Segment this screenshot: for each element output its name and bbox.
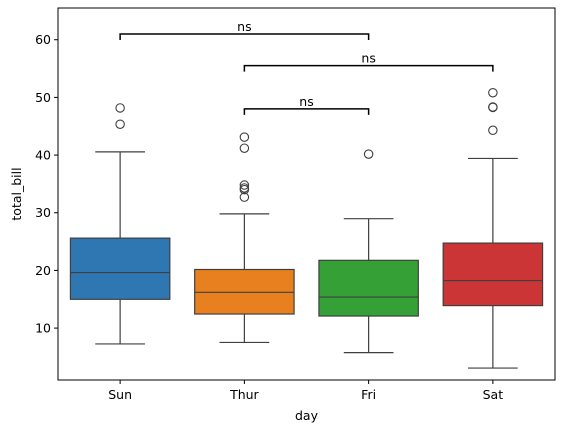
y-axis-label: total_bill [9,167,24,220]
x-axis-label: day [295,408,319,423]
box-sun [69,237,171,300]
x-tick-label: Thur [229,387,259,402]
outlier-point-fri [363,149,374,159]
y-tick-label: 50 [35,90,51,105]
y-tick-label: 10 [35,321,51,336]
x-tick-label: Sun [108,387,132,402]
plot-marks: ns ns ns [69,19,544,369]
significance-label-2: ns [361,51,375,66]
outlier-point-sat [488,87,498,98]
box-sat [442,242,544,307]
x-tick-label: Sat [483,387,504,402]
plot-frame [57,7,556,381]
significance-bracket-3 [243,108,370,115]
box-group-fri [318,149,419,354]
box-group-sat [442,87,544,369]
outlier-point-thur [239,132,250,142]
x-tick-label: Fri [361,387,376,402]
outlier-point-thur [239,192,250,202]
axes: 10 20 30 40 50 60 Sun Thur Fri Sat [35,32,503,402]
outlier-point-thur [239,183,250,193]
outlier-point-sat [488,125,498,136]
significance-label-1: ns [237,19,251,34]
outlier-point-sat [488,102,498,112]
box-group-sun [69,103,171,345]
outlier-point-sun [115,119,125,129]
outlier-point-thur [239,180,250,190]
box-group-thur [194,132,295,344]
significance-bracket-2 [243,64,494,72]
y-tick-label: 60 [35,32,51,47]
significance-bracket-1 [119,33,370,40]
y-tick-label: 20 [35,263,51,278]
y-tick-label: 40 [35,148,51,163]
box-fri [318,259,419,317]
significance-label-3: ns [299,94,313,109]
outlier-point-sun [115,103,125,113]
outlier-point-thur [239,143,250,153]
y-tick-label: 30 [35,205,51,220]
